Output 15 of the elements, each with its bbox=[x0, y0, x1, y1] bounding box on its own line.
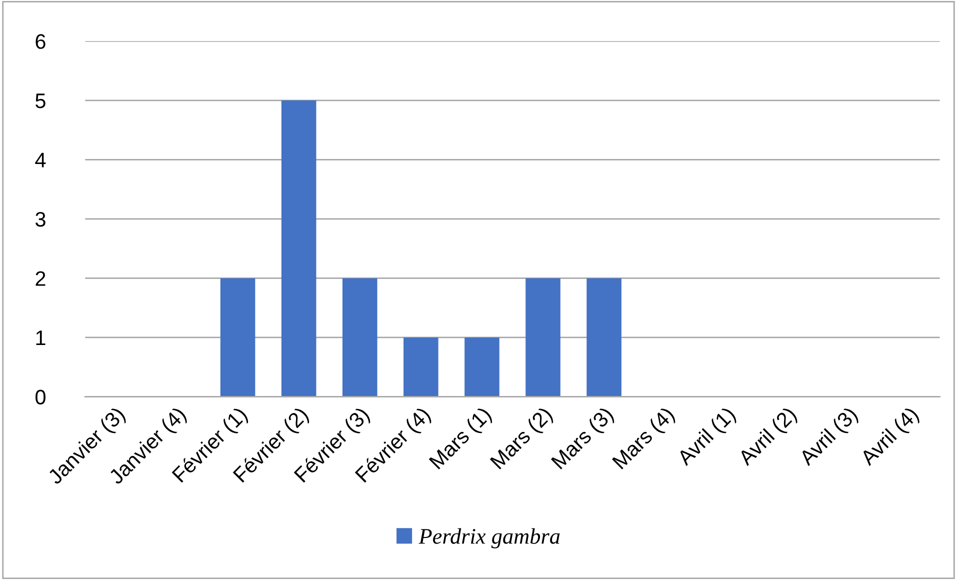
y-tick-label: 2 bbox=[36, 271, 46, 286]
bar bbox=[464, 337, 500, 397]
bar bbox=[586, 278, 622, 397]
legend-label: Perdrix gambra bbox=[418, 528, 560, 548]
bar bbox=[342, 278, 378, 397]
bar bbox=[404, 337, 438, 397]
y-tick-label: 3 bbox=[35, 212, 46, 227]
y-tick-label: 4 bbox=[35, 152, 46, 168]
y-tick-label: 5 bbox=[36, 94, 46, 108]
bar bbox=[220, 278, 256, 397]
y-tick-label: 1 bbox=[36, 330, 46, 346]
bar bbox=[526, 278, 560, 397]
y-tick-label: 6 bbox=[36, 34, 46, 49]
bar bbox=[281, 100, 316, 397]
y-tick-label: 0 bbox=[36, 390, 46, 404]
